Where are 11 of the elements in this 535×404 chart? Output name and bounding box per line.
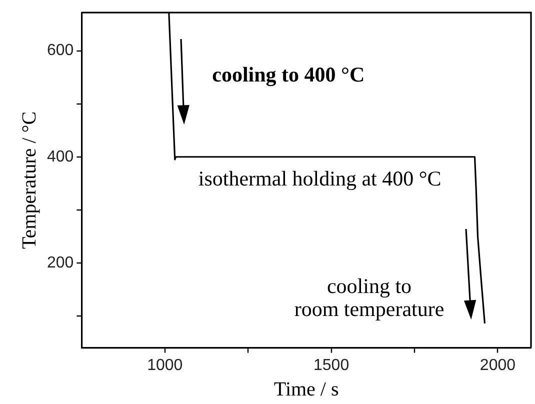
y-tick-label: 400	[46, 148, 74, 166]
x-axis-title: Time / s	[274, 378, 339, 400]
annotation: isothermal holding at 400 °C	[198, 166, 442, 191]
y-tick-label: 600	[46, 42, 74, 60]
x-tick-label: 1500	[314, 356, 350, 374]
x-tick-label: 1000	[147, 356, 183, 374]
y-tick-label: 200	[46, 254, 74, 272]
annotation: cooling to 400 °C	[212, 62, 365, 87]
y-axis-title: Temperature / °C	[18, 111, 40, 250]
x-tick-label: 2000	[480, 356, 516, 374]
annotation: cooling to room temperature	[294, 274, 444, 322]
